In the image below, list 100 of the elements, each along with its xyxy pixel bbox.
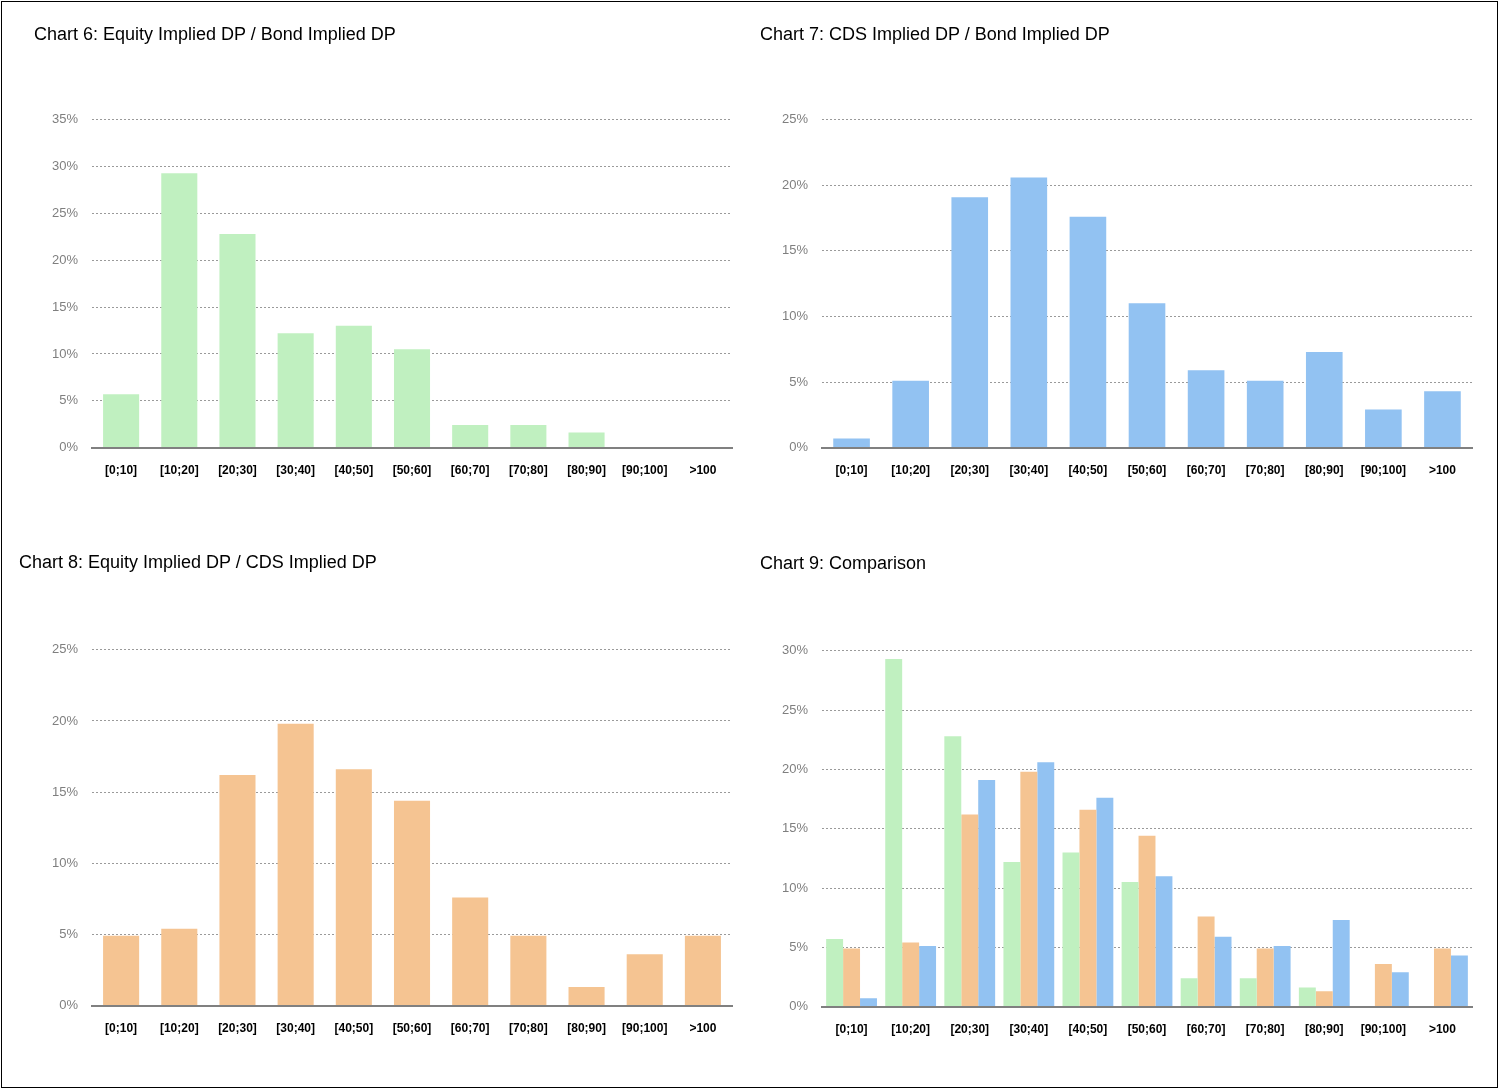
bar <box>1332 920 1350 1007</box>
y-tick-label: 15% <box>781 242 809 258</box>
x-tick-label: [20;30] <box>950 463 990 478</box>
bar <box>219 234 256 448</box>
x-tick-label: [70;80] <box>509 1021 548 1036</box>
x-tick-label: [80;90] <box>1304 463 1344 478</box>
x-tick-label: [30;40] <box>1009 463 1049 478</box>
bar <box>1062 852 1080 1007</box>
bar <box>978 780 996 1007</box>
bar <box>103 394 140 448</box>
chart-title: Chart 7: CDS Implied DP / Bond Implied DP <box>760 24 1110 45</box>
bar <box>843 948 861 1007</box>
bar <box>1037 762 1055 1007</box>
x-tick-label: [80;90] <box>567 1021 606 1036</box>
bar <box>1096 797 1114 1007</box>
x-tick-label: >100 <box>1428 1022 1457 1037</box>
x-tick-label: [60;70] <box>1186 1022 1226 1037</box>
bar <box>684 935 721 1006</box>
y-tick-label: 30% <box>781 642 809 658</box>
x-tick-label: [90;100] <box>1360 463 1407 478</box>
x-tick-label: [30;40] <box>276 1021 315 1036</box>
bar <box>1246 380 1284 448</box>
bar <box>335 325 372 448</box>
chart-title: Chart 6: Equity Implied DP / Bond Implied DP <box>34 24 396 45</box>
bar <box>1010 177 1048 448</box>
x-tick-label: [0;10] <box>835 463 868 478</box>
y-tick-label: 20% <box>781 760 809 776</box>
bar <box>919 946 937 1007</box>
y-tick-label: 15% <box>51 783 79 799</box>
bar <box>510 935 547 1006</box>
x-tick-label: [60;70] <box>450 1021 490 1036</box>
x-tick-label: [20;30] <box>950 1022 990 1037</box>
x-tick-label: [10;20] <box>159 1021 199 1036</box>
bar <box>1450 955 1468 1007</box>
bar <box>1138 835 1156 1007</box>
bar <box>1433 948 1451 1007</box>
bar <box>568 987 605 1006</box>
bar <box>626 954 663 1006</box>
bar <box>1069 216 1107 448</box>
bar <box>1391 972 1409 1007</box>
y-tick-label: 25% <box>781 701 809 717</box>
y-tick-label: 10% <box>781 308 809 324</box>
x-tick-label: [0;10] <box>105 463 138 478</box>
y-tick-label: 25% <box>51 641 79 657</box>
x-tick-label: [80;90] <box>567 463 606 478</box>
x-tick-label: [40;50] <box>1068 463 1108 478</box>
bar <box>1003 861 1021 1007</box>
bar <box>885 659 903 1007</box>
y-tick-label: 0% <box>789 998 809 1014</box>
y-tick-label: 0% <box>59 997 79 1013</box>
bar <box>833 438 870 448</box>
bar <box>1020 771 1038 1007</box>
y-tick-label: 0% <box>59 439 79 455</box>
y-tick-label: 15% <box>51 298 79 314</box>
bar <box>1197 916 1215 1007</box>
x-tick-label: [90;100] <box>622 463 668 478</box>
bar <box>1079 809 1097 1007</box>
bar <box>951 197 989 448</box>
y-tick-label: 0% <box>789 439 809 455</box>
x-tick-label: >100 <box>689 463 717 478</box>
x-tick-label: [90;100] <box>1360 1022 1407 1037</box>
y-tick-label: 5% <box>789 938 809 954</box>
x-tick-label: [10;20] <box>891 1022 930 1037</box>
x-tick-label: [70;80] <box>1245 463 1285 478</box>
x-tick-label: [80;90] <box>1304 1022 1344 1037</box>
bar <box>1239 978 1257 1007</box>
x-tick-label: >100 <box>1428 463 1457 478</box>
x-tick-label: [0;10] <box>835 1022 868 1037</box>
chart-title: Chart 9: Comparison <box>760 553 927 574</box>
bar <box>1180 978 1198 1007</box>
x-tick-label: [50;60] <box>1127 1022 1167 1037</box>
bar <box>277 723 314 1006</box>
bar <box>1374 963 1392 1007</box>
bar <box>1305 351 1343 448</box>
y-tick-label: 25% <box>51 205 79 221</box>
bar <box>452 897 489 1006</box>
x-tick-label: [70;80] <box>1245 1022 1285 1037</box>
x-tick-label: [30;40] <box>276 463 315 478</box>
bar <box>1315 991 1333 1007</box>
chart-title: Chart 8: Equity Implied DP / CDS Implied DP <box>19 552 377 573</box>
bar <box>902 942 920 1007</box>
y-tick-label: 5% <box>789 373 809 389</box>
bar <box>961 814 979 1007</box>
x-tick-label: [90;100] <box>622 1021 668 1036</box>
y-tick-label: 10% <box>51 345 79 361</box>
y-tick-label: 35% <box>51 111 79 127</box>
x-tick-label: [50;60] <box>392 463 432 478</box>
y-tick-label: 5% <box>59 926 79 942</box>
bar <box>1155 876 1173 1007</box>
bar <box>860 998 877 1007</box>
bar <box>1187 370 1225 448</box>
bar <box>1214 936 1232 1007</box>
y-tick-label: 20% <box>51 251 79 267</box>
bar <box>568 432 605 448</box>
x-tick-label: >100 <box>689 1021 717 1036</box>
x-tick-label: [10;20] <box>891 463 930 478</box>
x-tick-label: [50;60] <box>392 1021 432 1036</box>
bar <box>1365 409 1402 448</box>
bar <box>1128 303 1166 448</box>
bar <box>892 380 929 448</box>
